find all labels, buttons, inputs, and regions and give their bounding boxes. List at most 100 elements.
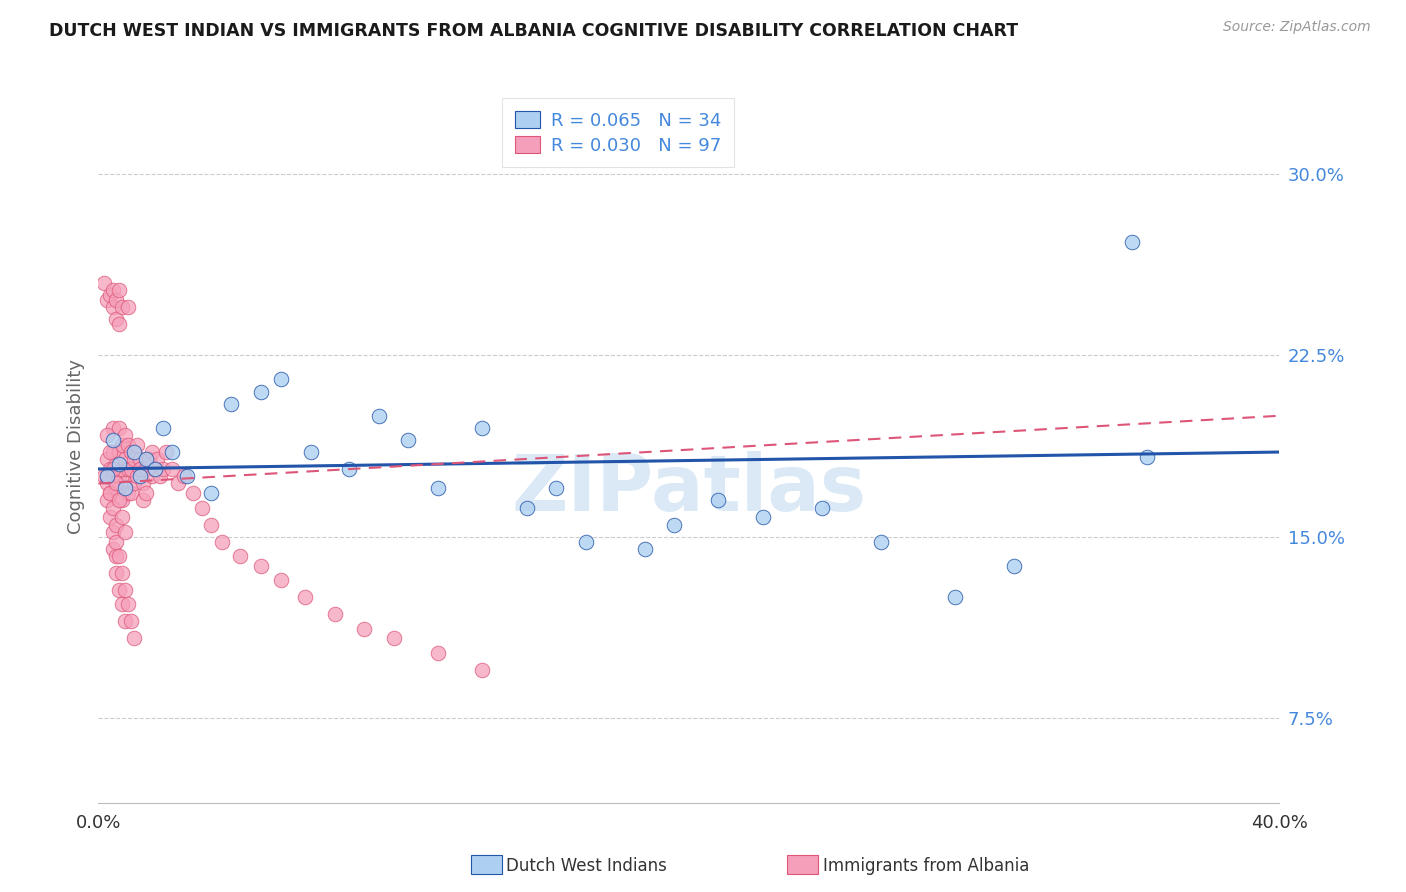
- Text: ZIPatlas: ZIPatlas: [512, 450, 866, 527]
- Point: [105, 549, 128, 563]
- Point: [471, 421, 494, 435]
- Point: [141, 445, 163, 459]
- Point: [162, 462, 183, 476]
- Point: [111, 438, 134, 452]
- Point: [574, 534, 596, 549]
- Point: [382, 632, 405, 646]
- Point: [120, 486, 142, 500]
- Point: [117, 462, 139, 476]
- Point: [120, 445, 142, 459]
- Point: [155, 445, 177, 459]
- Point: [200, 517, 222, 532]
- Point: [103, 445, 125, 459]
- Point: [93, 469, 115, 483]
- Point: [943, 590, 966, 604]
- Point: [122, 476, 145, 491]
- Point: [143, 462, 166, 476]
- Point: [98, 462, 121, 476]
- Point: [270, 372, 292, 386]
- Point: [122, 445, 145, 459]
- Point: [1121, 235, 1143, 249]
- Point: [149, 469, 172, 483]
- Point: [546, 481, 568, 495]
- Point: [117, 438, 139, 452]
- Point: [135, 486, 157, 500]
- Point: [270, 574, 292, 588]
- Text: Immigrants from Albania: Immigrants from Albania: [823, 857, 1029, 875]
- Point: [114, 582, 136, 597]
- Point: [103, 421, 125, 435]
- Point: [128, 452, 150, 467]
- Point: [396, 433, 419, 447]
- Point: [96, 493, 118, 508]
- Point: [1002, 558, 1025, 573]
- Point: [471, 663, 494, 677]
- Point: [103, 433, 125, 447]
- Point: [117, 598, 139, 612]
- Point: [427, 481, 450, 495]
- Point: [125, 469, 148, 483]
- Point: [191, 500, 214, 515]
- Point: [105, 476, 128, 491]
- Point: [515, 500, 537, 515]
- Y-axis label: Cognitive Disability: Cognitive Disability: [66, 359, 84, 533]
- Point: [250, 558, 273, 573]
- Point: [108, 283, 131, 297]
- Point: [103, 462, 125, 476]
- Point: [128, 462, 150, 476]
- Point: [200, 486, 222, 500]
- Point: [181, 486, 204, 500]
- Point: [105, 312, 128, 326]
- Point: [707, 493, 730, 508]
- Point: [103, 541, 125, 556]
- Point: [105, 293, 128, 307]
- Point: [114, 524, 136, 539]
- Point: [98, 288, 121, 302]
- Point: [96, 476, 118, 491]
- Point: [294, 590, 316, 604]
- Point: [135, 452, 157, 467]
- Point: [111, 462, 134, 476]
- Point: [146, 452, 169, 467]
- Point: [128, 469, 150, 483]
- Point: [114, 428, 136, 442]
- Point: [96, 293, 118, 307]
- Point: [105, 566, 128, 580]
- Point: [114, 476, 136, 491]
- Point: [135, 462, 157, 476]
- Point: [103, 300, 125, 314]
- Point: [869, 534, 891, 549]
- Point: [219, 397, 242, 411]
- Point: [105, 457, 128, 471]
- Point: [108, 421, 131, 435]
- Point: [810, 500, 832, 515]
- Point: [111, 566, 134, 580]
- Text: Dutch West Indians: Dutch West Indians: [506, 857, 666, 875]
- Point: [176, 469, 198, 483]
- Point: [105, 534, 128, 549]
- Point: [1135, 450, 1157, 464]
- Point: [167, 476, 190, 491]
- Point: [141, 469, 163, 483]
- Point: [93, 276, 115, 290]
- Point: [114, 452, 136, 467]
- Point: [103, 283, 125, 297]
- Point: [96, 469, 118, 483]
- Point: [108, 493, 131, 508]
- Point: [339, 462, 360, 476]
- Point: [162, 445, 183, 459]
- Point: [108, 582, 131, 597]
- Point: [105, 517, 128, 532]
- Point: [111, 493, 134, 508]
- Point: [114, 615, 136, 629]
- Point: [105, 481, 128, 495]
- Point: [108, 549, 131, 563]
- Point: [664, 517, 686, 532]
- Point: [114, 481, 136, 495]
- Point: [353, 622, 375, 636]
- Point: [132, 476, 155, 491]
- Point: [111, 300, 134, 314]
- Point: [250, 384, 273, 399]
- Point: [122, 632, 145, 646]
- Point: [103, 524, 125, 539]
